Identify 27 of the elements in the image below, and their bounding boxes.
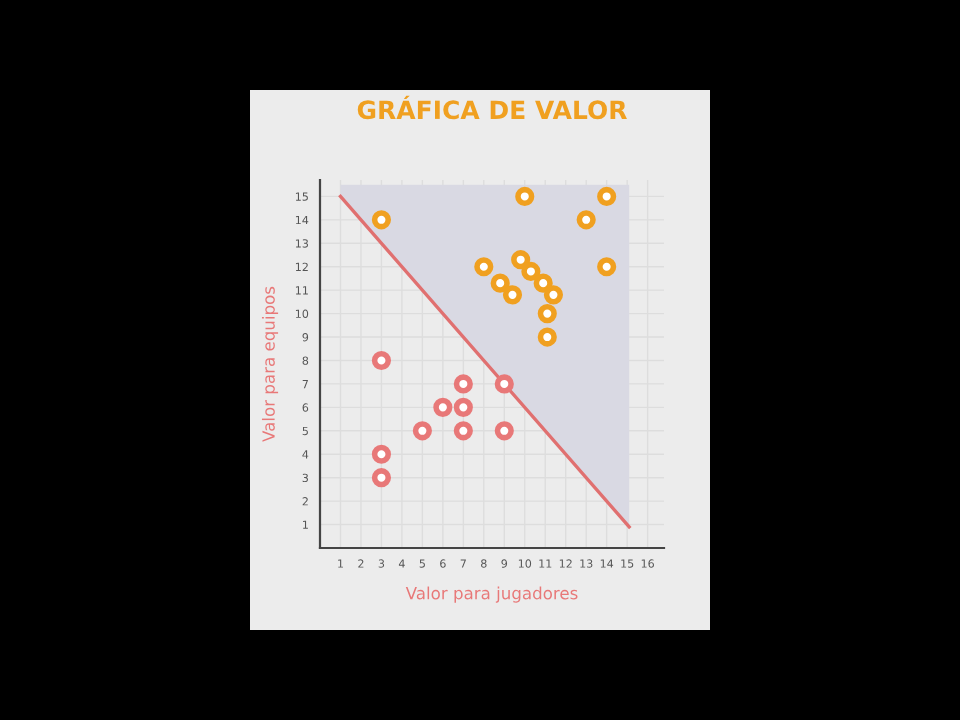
point xyxy=(576,210,596,230)
point xyxy=(433,397,453,417)
point xyxy=(597,257,617,277)
point xyxy=(453,421,473,441)
point xyxy=(453,397,473,417)
point xyxy=(453,374,473,394)
y-axis-title: Valor para equipos xyxy=(261,286,279,442)
point xyxy=(537,304,557,324)
point xyxy=(533,273,553,293)
point xyxy=(371,210,392,230)
point xyxy=(511,250,531,270)
point xyxy=(502,285,523,305)
point xyxy=(371,350,392,371)
point xyxy=(537,327,557,347)
point xyxy=(371,444,392,464)
point xyxy=(543,285,564,305)
point xyxy=(597,186,617,206)
point xyxy=(371,468,392,488)
point xyxy=(515,186,535,206)
point xyxy=(494,421,514,441)
x-axis-title: Valor para jugadores xyxy=(405,586,578,603)
point xyxy=(474,257,494,277)
point xyxy=(494,374,514,394)
point xyxy=(490,273,510,293)
chart-title: GRÁFICA DE VALOR xyxy=(357,95,627,120)
point xyxy=(412,421,432,441)
point xyxy=(521,261,541,281)
